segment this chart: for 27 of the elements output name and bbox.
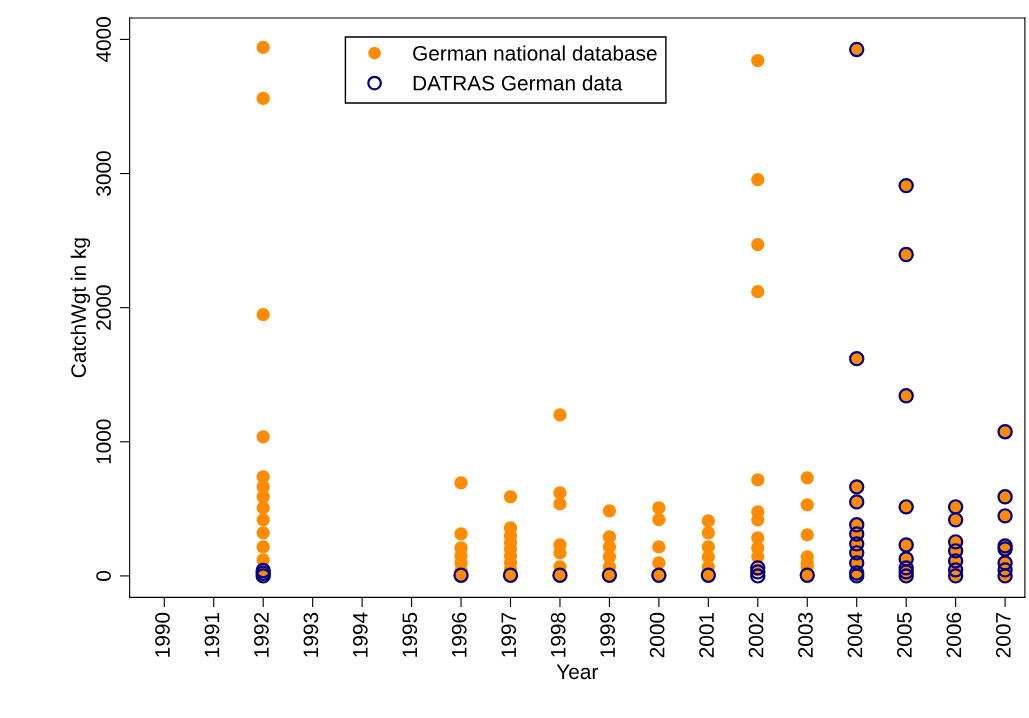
x-tick-label: 2004 <box>847 612 863 658</box>
y-tick-label: 0 <box>96 570 111 581</box>
x-tick-label: 1996 <box>451 612 467 657</box>
y-tick-label: 4000 <box>96 17 111 63</box>
x-tick-label: 1992 <box>254 613 269 657</box>
x-tick-label: 2007 <box>995 613 1011 658</box>
x-tick-label: 2002 <box>748 613 764 658</box>
x-tick-label: 2003 <box>798 612 813 658</box>
x-tick-label: 1991 <box>204 612 220 657</box>
x-tick-label: 2006 <box>946 612 962 658</box>
x-tick-label: 2000 <box>649 612 665 658</box>
x-tick-label: 1995 <box>402 612 418 657</box>
legend-label: German national database <box>413 45 657 61</box>
x-tick-label: 1999 <box>600 612 616 657</box>
x-tick-label: 2001 <box>699 612 714 658</box>
x-tick-label: 2005 <box>897 612 912 658</box>
y-tick-label: 3000 <box>96 151 111 196</box>
x-axis-title: Year <box>556 664 598 680</box>
y-tick-label: 2000 <box>96 285 111 330</box>
y-axis-title: CatchWgt in kg <box>70 238 91 378</box>
x-tick-label: 1990 <box>155 612 170 657</box>
legend-label: DATRAS German data <box>413 75 623 91</box>
x-tick-label: 1993 <box>303 612 319 657</box>
x-tick-label: 1997 <box>501 613 517 657</box>
x-tick-label: 1998 <box>550 612 566 657</box>
y-tick-label: 1000 <box>96 419 111 464</box>
x-tick-label: 1994 <box>352 612 368 657</box>
